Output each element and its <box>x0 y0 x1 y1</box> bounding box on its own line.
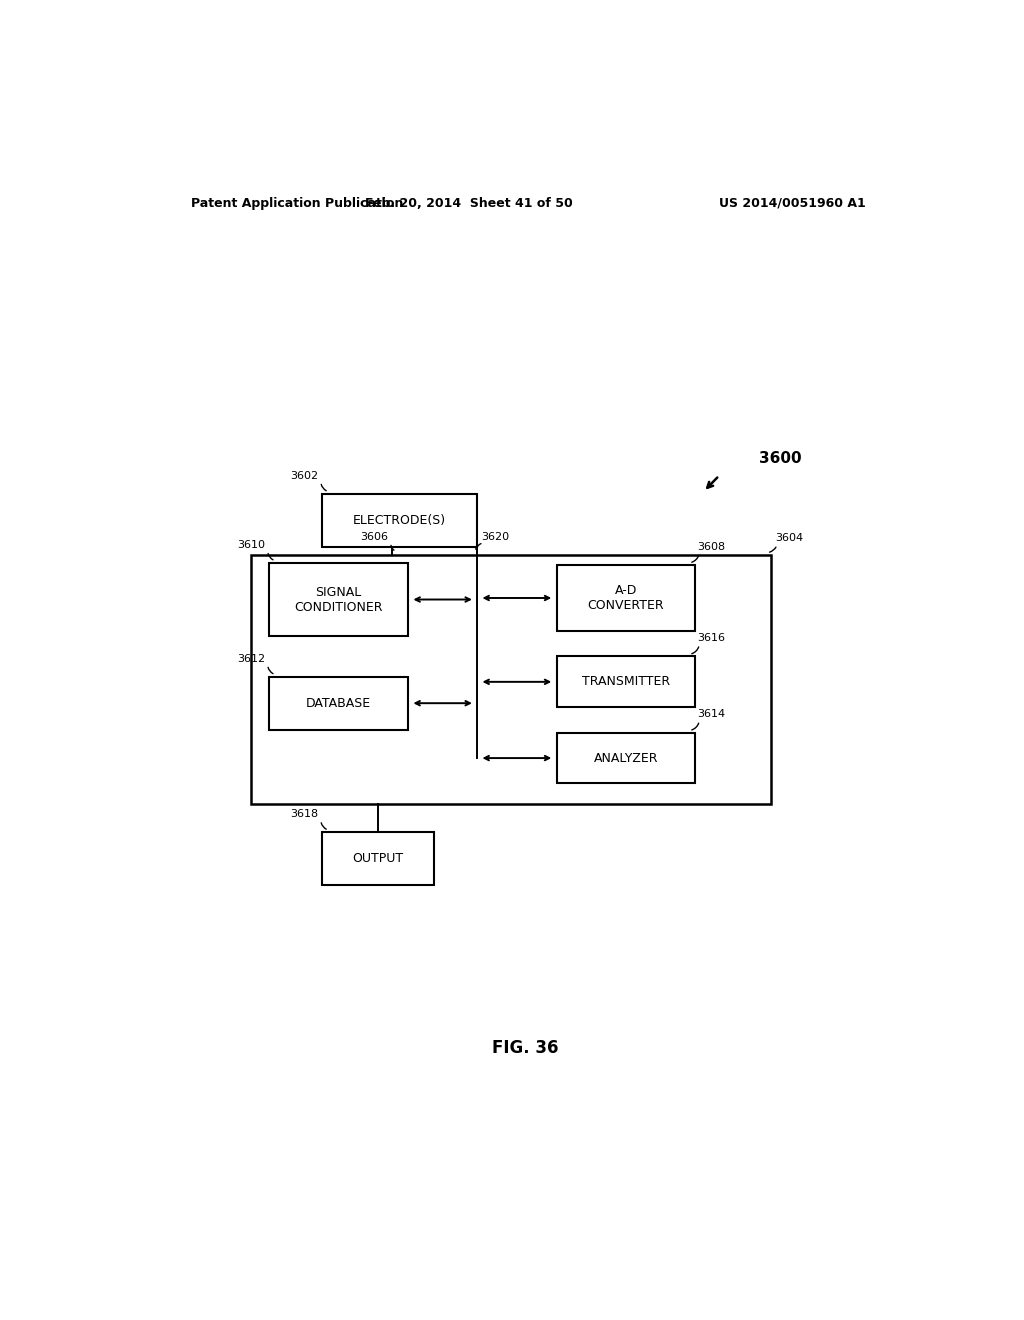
Text: FIG. 36: FIG. 36 <box>492 1039 558 1057</box>
Bar <box>269 677 409 730</box>
Text: 3612: 3612 <box>238 653 265 664</box>
Bar <box>557 733 695 784</box>
Text: US 2014/0051960 A1: US 2014/0051960 A1 <box>719 197 866 210</box>
Bar <box>323 494 477 546</box>
Text: DATABASE: DATABASE <box>306 697 372 710</box>
Text: 3618: 3618 <box>291 809 318 818</box>
Text: ANALYZER: ANALYZER <box>594 751 658 764</box>
Bar <box>251 554 771 804</box>
Text: Feb. 20, 2014  Sheet 41 of 50: Feb. 20, 2014 Sheet 41 of 50 <box>366 197 573 210</box>
Text: 3600: 3600 <box>759 450 802 466</box>
Bar <box>557 656 695 708</box>
Text: ELECTRODE(S): ELECTRODE(S) <box>353 513 446 527</box>
Text: OUTPUT: OUTPUT <box>352 853 403 865</box>
Bar <box>557 565 695 631</box>
Text: 3604: 3604 <box>775 532 803 543</box>
Text: Patent Application Publication: Patent Application Publication <box>191 197 403 210</box>
Text: 3606: 3606 <box>360 532 388 541</box>
Text: A-D
CONVERTER: A-D CONVERTER <box>588 583 665 612</box>
Bar <box>269 562 409 636</box>
Text: 3620: 3620 <box>481 532 509 541</box>
Text: 3602: 3602 <box>291 471 318 480</box>
Text: SIGNAL
CONDITIONER: SIGNAL CONDITIONER <box>295 586 383 614</box>
Text: 3610: 3610 <box>238 540 265 549</box>
Text: TRANSMITTER: TRANSMITTER <box>582 676 670 688</box>
Bar <box>323 833 433 886</box>
Text: 3616: 3616 <box>697 634 725 643</box>
Text: 3614: 3614 <box>697 709 725 719</box>
Text: 3608: 3608 <box>697 541 725 552</box>
